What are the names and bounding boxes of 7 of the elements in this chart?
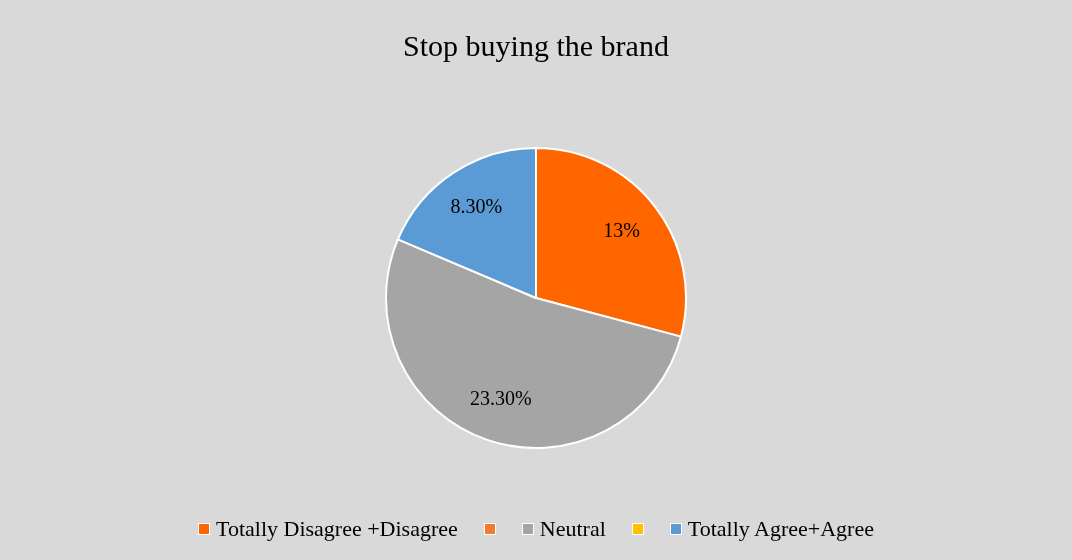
data-label: 23.30%: [470, 387, 532, 410]
legend-label: Neutral: [539, 516, 606, 542]
chart-title: Stop buying the brand: [403, 28, 669, 62]
legend-label: Totally Disagree +Disagree: [216, 516, 458, 542]
legend-label: Totally Agree+Agree: [687, 516, 874, 542]
data-label: 8.30%: [450, 195, 503, 218]
data-label: 13%: [603, 219, 640, 242]
